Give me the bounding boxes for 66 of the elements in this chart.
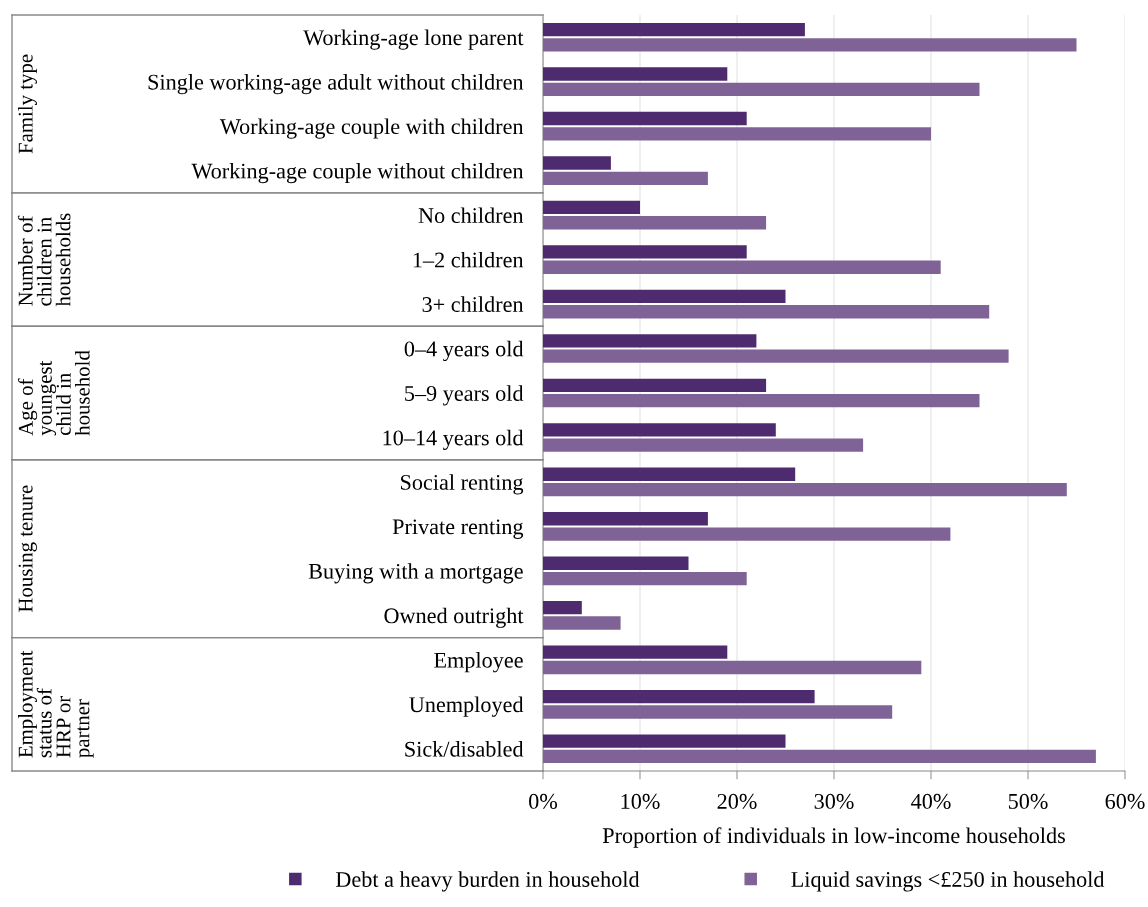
y-tick-label: Working-age couple with children (219, 118, 524, 139)
bar (543, 200, 640, 215)
y-tick-label: 5–9 years old (405, 385, 524, 406)
x-axis-title: Proportion of individuals in low-income households (602, 827, 1065, 848)
bar (543, 423, 776, 437)
bar (543, 305, 990, 319)
x-tick-label: 30% (814, 793, 854, 809)
legend-label: Liquid savings <£250 in household (791, 871, 1105, 892)
x-tick-label: 0% (529, 793, 558, 809)
legend-label: Debt a heavy burden in household (335, 871, 640, 892)
bar (543, 482, 1067, 497)
text: Number of children in households (17, 213, 71, 307)
bar (543, 22, 805, 37)
bar (543, 38, 1077, 52)
bar (543, 245, 747, 259)
bar (543, 260, 941, 274)
x-tick-label: 40% (911, 793, 951, 809)
text: Age of youngest child in household (18, 350, 90, 436)
bar (543, 349, 1009, 363)
bar (543, 601, 582, 615)
bar (543, 289, 786, 304)
bar (543, 660, 922, 675)
bar (543, 749, 1096, 764)
x-tick-label: 20% (717, 793, 757, 809)
bar (543, 156, 611, 170)
bar (543, 334, 757, 348)
y-tick-label: Employee (434, 652, 523, 673)
text: Employment status of HRP or partner (18, 650, 94, 758)
y-tick-label: Buying with a mortgage (308, 563, 523, 584)
bar (543, 467, 796, 481)
y-tick-label: Sick/disabled (405, 741, 524, 757)
bar (543, 689, 815, 704)
y-tick-label: Social renting (401, 474, 524, 495)
bar (543, 556, 689, 570)
x-tick-label: 10% (621, 793, 660, 809)
text: Family type (18, 54, 37, 154)
bar (543, 645, 728, 659)
bar (543, 438, 864, 452)
bar (543, 705, 893, 719)
y-tick-label: Working-age lone parent (303, 29, 524, 50)
text: Housing tenure (18, 485, 37, 612)
bar (543, 82, 980, 97)
y-tick-label: Working-age couple without children (191, 162, 524, 184)
y-tick-label: No children (418, 207, 524, 224)
bar (543, 378, 767, 392)
y-tick-label: 1–2 children (413, 251, 524, 268)
y-tick-label: Owned outright (384, 607, 524, 628)
y-tick-label: 10–14 years old (383, 429, 524, 450)
bar (543, 394, 980, 408)
bar (543, 67, 728, 81)
bar (543, 571, 747, 586)
x-tick-label: 60% (1105, 793, 1145, 809)
y-tick-label: 0–4 years old (404, 340, 524, 362)
bar (543, 734, 786, 748)
bar (543, 111, 747, 126)
bar (543, 512, 708, 526)
y-tick-label: Unemployed (409, 696, 524, 717)
x-tick-label: 50% (1008, 793, 1048, 809)
bar (543, 527, 951, 541)
y-tick-label: Single working-age adult without children (148, 74, 524, 95)
bar (543, 171, 708, 185)
bar (543, 616, 621, 630)
bar (543, 216, 767, 230)
y-tick-label: 3+ children (422, 296, 524, 312)
bar (543, 127, 931, 141)
y-tick-label: Private renting (392, 519, 524, 539)
